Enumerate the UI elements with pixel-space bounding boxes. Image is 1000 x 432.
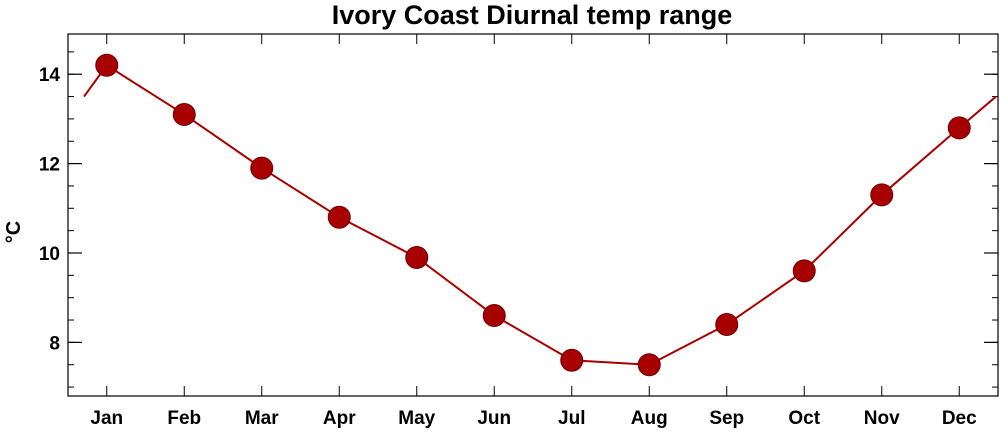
y-tick-label: 8 xyxy=(49,333,60,354)
y-axis-label: °C xyxy=(3,221,25,243)
x-tick-label: Sep xyxy=(709,408,744,429)
y-tick-label: 10 xyxy=(39,244,60,265)
x-tick-label: Nov xyxy=(864,408,900,429)
data-point xyxy=(792,259,816,283)
y-axis: 8 10 12 14 xyxy=(39,51,998,388)
x-axis: Jan Feb Mar Apr May Jun Jul Aug Sep Oct Nov Dec xyxy=(90,34,977,429)
y-tick-label: 14 xyxy=(39,65,61,86)
data-point xyxy=(250,156,274,180)
data-point xyxy=(637,353,661,377)
data-point xyxy=(715,312,739,336)
series-line xyxy=(83,63,997,366)
series-layer xyxy=(83,53,997,377)
x-tick-label: Oct xyxy=(788,408,820,429)
data-point xyxy=(947,116,971,140)
y-tick-label: 12 xyxy=(39,155,60,176)
data-point xyxy=(327,205,351,229)
data-point xyxy=(172,102,196,126)
x-tick-label: Feb xyxy=(167,408,201,429)
x-tick-label: Mar xyxy=(245,408,279,429)
x-tick-label: Dec xyxy=(942,408,977,429)
x-tick-label: May xyxy=(398,408,435,429)
x-tick-label: Aug xyxy=(631,408,668,429)
plot-frame xyxy=(67,33,999,397)
data-point xyxy=(405,245,429,269)
x-tick-label: Jan xyxy=(90,408,123,429)
x-tick-label: Jul xyxy=(558,408,585,429)
x-tick-label: Apr xyxy=(323,408,356,429)
chart-title: Ivory Coast Diurnal temp range xyxy=(332,0,733,30)
data-point xyxy=(560,348,584,372)
x-tick-label: Jun xyxy=(477,408,511,429)
data-point xyxy=(482,304,506,328)
data-point xyxy=(870,183,894,207)
data-point xyxy=(95,53,119,77)
